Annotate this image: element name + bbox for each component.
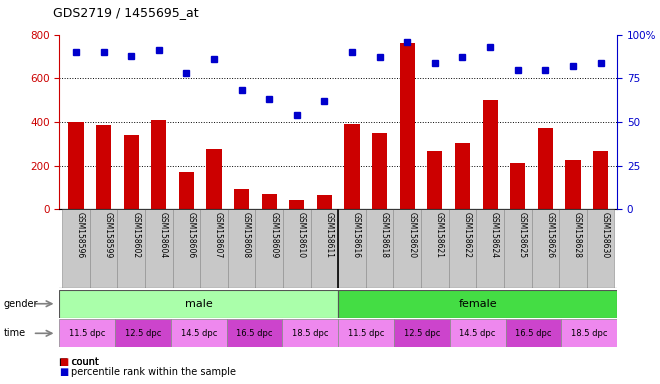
Bar	[338, 290, 617, 318]
Bar	[538, 129, 553, 209]
Bar	[173, 209, 200, 288]
Text: GSM158628: GSM158628	[573, 212, 582, 258]
Bar	[561, 319, 617, 347]
Bar	[510, 164, 525, 209]
Text: GSM158599: GSM158599	[104, 212, 113, 258]
Text: 16.5 dpc: 16.5 dpc	[236, 329, 273, 338]
Bar	[450, 319, 506, 347]
Bar	[338, 319, 394, 347]
Bar	[455, 143, 470, 209]
Bar	[145, 209, 173, 288]
Text: 12.5 dpc: 12.5 dpc	[125, 329, 161, 338]
Text: 12.5 dpc: 12.5 dpc	[404, 329, 440, 338]
Bar	[506, 319, 561, 347]
Bar	[261, 194, 277, 209]
Bar	[151, 120, 166, 209]
Bar	[345, 124, 360, 209]
Text: male: male	[185, 299, 213, 309]
Bar	[338, 209, 366, 288]
Text: GSM158608: GSM158608	[242, 212, 251, 258]
Text: GSM158621: GSM158621	[435, 212, 444, 258]
Bar	[171, 319, 227, 347]
Bar	[587, 209, 614, 288]
Bar	[117, 209, 145, 288]
Text: GSM158624: GSM158624	[490, 212, 499, 258]
Text: 18.5 dpc: 18.5 dpc	[571, 329, 607, 338]
Bar	[200, 209, 228, 288]
Bar	[593, 151, 608, 209]
Text: time: time	[3, 328, 26, 338]
Text: 14.5 dpc: 14.5 dpc	[459, 329, 496, 338]
Bar	[123, 135, 139, 209]
Bar	[207, 149, 222, 209]
Text: GSM158607: GSM158607	[214, 212, 223, 258]
Bar	[531, 209, 559, 288]
Text: 11.5 dpc: 11.5 dpc	[69, 329, 106, 338]
Bar	[96, 125, 111, 209]
Bar	[234, 189, 249, 209]
Text: GSM158630: GSM158630	[601, 212, 610, 258]
Bar	[566, 160, 581, 209]
Text: GSM158620: GSM158620	[407, 212, 416, 258]
Bar	[228, 209, 255, 288]
Text: GSM158622: GSM158622	[463, 212, 471, 258]
Bar	[366, 209, 393, 288]
Text: GSM158596: GSM158596	[76, 212, 85, 258]
Text: 18.5 dpc: 18.5 dpc	[292, 329, 329, 338]
Bar	[559, 209, 587, 288]
Text: female: female	[458, 299, 497, 309]
Bar	[227, 319, 282, 347]
Bar	[255, 209, 283, 288]
Text: GSM158616: GSM158616	[352, 212, 361, 258]
Bar	[69, 122, 84, 209]
Text: 14.5 dpc: 14.5 dpc	[181, 329, 217, 338]
Bar	[90, 209, 117, 288]
Bar	[317, 195, 332, 209]
Bar	[62, 209, 90, 288]
Text: count: count	[71, 358, 99, 367]
Text: GSM158611: GSM158611	[325, 212, 333, 258]
Bar	[504, 209, 531, 288]
Text: GSM158626: GSM158626	[545, 212, 554, 258]
Bar	[289, 200, 304, 209]
Text: GSM158609: GSM158609	[269, 212, 279, 258]
Text: GSM158625: GSM158625	[517, 212, 527, 258]
Bar	[59, 319, 115, 347]
Text: GSM158604: GSM158604	[159, 212, 168, 258]
Bar	[421, 209, 449, 288]
Text: GSM158602: GSM158602	[131, 212, 140, 258]
Text: 11.5 dpc: 11.5 dpc	[348, 329, 384, 338]
Text: gender: gender	[3, 299, 38, 309]
Text: percentile rank within the sample: percentile rank within the sample	[71, 367, 236, 377]
Bar	[393, 209, 421, 288]
Bar	[283, 209, 311, 288]
Text: GSM158618: GSM158618	[379, 212, 389, 258]
Bar	[179, 172, 194, 209]
Bar	[372, 133, 387, 209]
Bar	[427, 151, 442, 209]
Text: 16.5 dpc: 16.5 dpc	[515, 329, 552, 338]
Bar	[449, 209, 477, 288]
Bar	[400, 43, 415, 209]
Bar	[477, 209, 504, 288]
Bar	[394, 319, 450, 347]
Text: ■: ■	[59, 367, 69, 377]
Bar	[282, 319, 338, 347]
Bar	[59, 290, 338, 318]
Bar	[115, 319, 171, 347]
Bar	[311, 209, 338, 288]
Text: ■ count: ■ count	[59, 358, 100, 367]
Text: GSM158610: GSM158610	[297, 212, 306, 258]
Text: GSM158606: GSM158606	[186, 212, 195, 258]
Text: ■: ■	[59, 358, 69, 367]
Bar	[482, 100, 498, 209]
Text: GDS2719 / 1455695_at: GDS2719 / 1455695_at	[53, 6, 199, 19]
